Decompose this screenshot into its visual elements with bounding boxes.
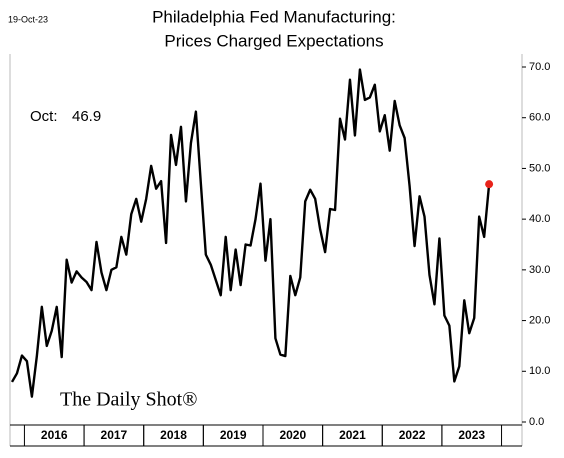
x-tick-label: 2022 bbox=[399, 428, 426, 442]
y-tick-label: 20.0 bbox=[529, 314, 550, 326]
y-tick-label: 0.0 bbox=[529, 416, 544, 428]
x-tick-label: 2023 bbox=[458, 428, 485, 442]
y-tick-label: 30.0 bbox=[529, 264, 550, 276]
x-tick-label: 2019 bbox=[220, 428, 247, 442]
annotation-value: 46.9 bbox=[72, 108, 101, 125]
logo: The Daily Shot® bbox=[60, 389, 197, 411]
y-tick-label: 10.0 bbox=[529, 365, 550, 377]
data-line bbox=[10, 68, 491, 398]
x-tick-label: 2018 bbox=[160, 428, 187, 442]
y-tick-label: 60.0 bbox=[529, 112, 550, 124]
last-point bbox=[485, 180, 494, 189]
date: 19-Oct-23 bbox=[8, 14, 48, 24]
x-tick-label: 2016 bbox=[41, 428, 68, 442]
y-tick-label: 40.0 bbox=[529, 213, 550, 225]
y-tick-label: 50.0 bbox=[529, 162, 550, 174]
x-tick-label: 2021 bbox=[339, 428, 366, 442]
y-tick-label: 70.0 bbox=[529, 61, 550, 73]
x-tick-label: 2020 bbox=[279, 428, 306, 442]
chart-title: Prices Charged Expectations bbox=[164, 31, 383, 50]
x-tick-label: 2017 bbox=[101, 428, 128, 442]
annotation-label: Oct: bbox=[30, 108, 58, 125]
chart-title: Philadelphia Fed Manufacturing: bbox=[152, 7, 396, 26]
